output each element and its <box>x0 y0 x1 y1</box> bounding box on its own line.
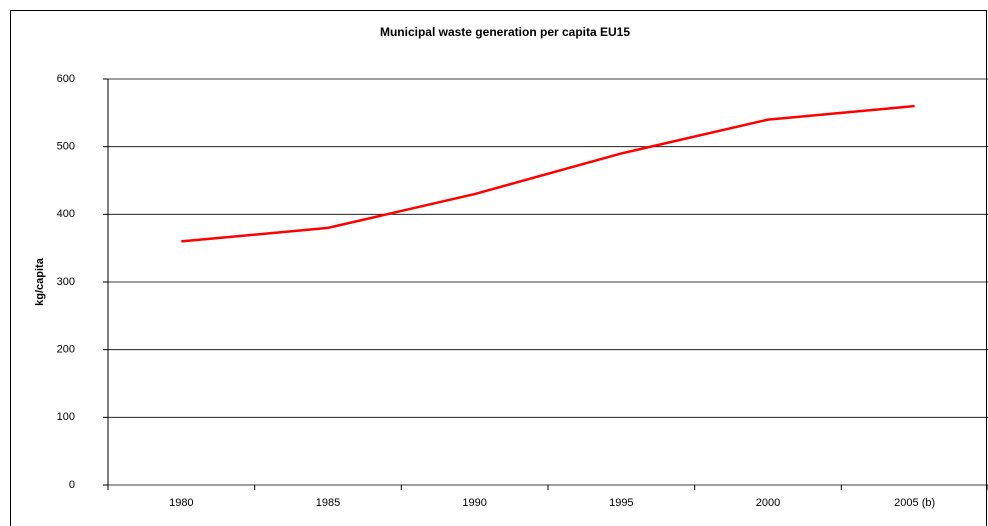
chart-title: Municipal waste generation per capita EU… <box>380 25 630 39</box>
y-axis-label: kg/capita <box>34 257 46 306</box>
y-tick-label: 0 <box>69 479 75 491</box>
y-tick-label: 300 <box>57 276 75 288</box>
y-tick-label: 200 <box>57 344 75 356</box>
y-tick-label: 600 <box>57 73 75 85</box>
y-tick-label: 400 <box>57 208 75 220</box>
y-tick-label: 100 <box>57 411 75 423</box>
x-tick-label: 2000 <box>756 497 780 509</box>
data-line <box>181 104 915 243</box>
y-tick-label: 500 <box>57 141 75 153</box>
x-tick-label: 1990 <box>462 497 486 509</box>
chart-border <box>10 10 987 526</box>
x-tick-label: 1985 <box>316 497 340 509</box>
x-tick-label: 1980 <box>169 497 193 509</box>
x-tick-label: 1995 <box>609 497 633 509</box>
x-tick-label: 2005 (b) <box>894 497 935 509</box>
